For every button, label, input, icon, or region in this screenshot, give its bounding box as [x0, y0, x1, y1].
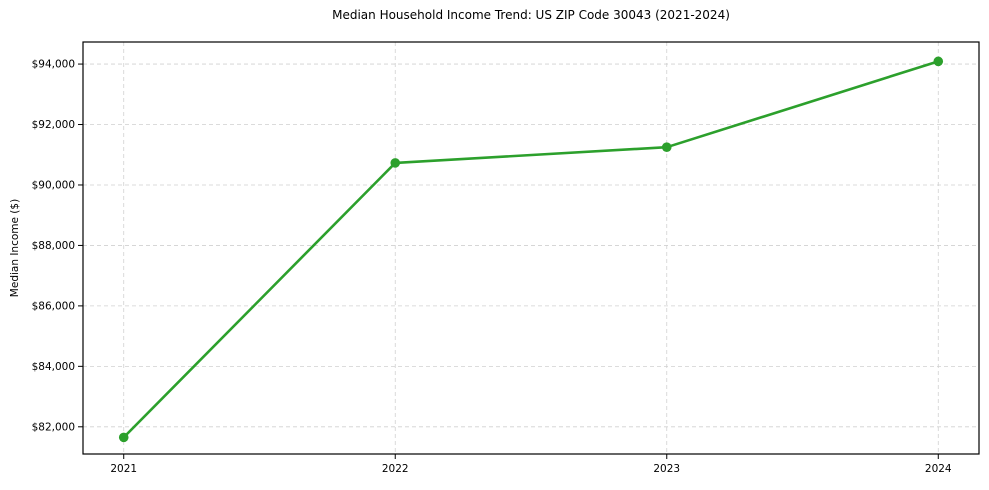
y-tick-label: $94,000	[32, 59, 75, 71]
chart-title: Median Household Income Trend: US ZIP Co…	[332, 8, 730, 22]
trend-line	[122, 60, 940, 439]
data-point-marker	[661, 142, 672, 152]
x-tick-label: 2021	[110, 463, 137, 475]
x-tick-label: 2023	[653, 463, 680, 475]
y-tick-label: $82,000	[32, 421, 75, 433]
y-tick-label: $86,000	[32, 300, 75, 312]
y-tick-label: $92,000	[32, 119, 75, 131]
x-tick-label: 2022	[382, 463, 409, 475]
y-tick-label: $90,000	[32, 179, 75, 191]
y-tick-label: $88,000	[32, 240, 75, 252]
x-tick-label: 2024	[925, 463, 952, 475]
plot-border	[82, 41, 980, 455]
data-point-marker	[390, 158, 401, 168]
y-tick-label: $84,000	[32, 361, 75, 373]
data-point-marker	[118, 432, 129, 443]
data-point-marker	[933, 56, 944, 67]
